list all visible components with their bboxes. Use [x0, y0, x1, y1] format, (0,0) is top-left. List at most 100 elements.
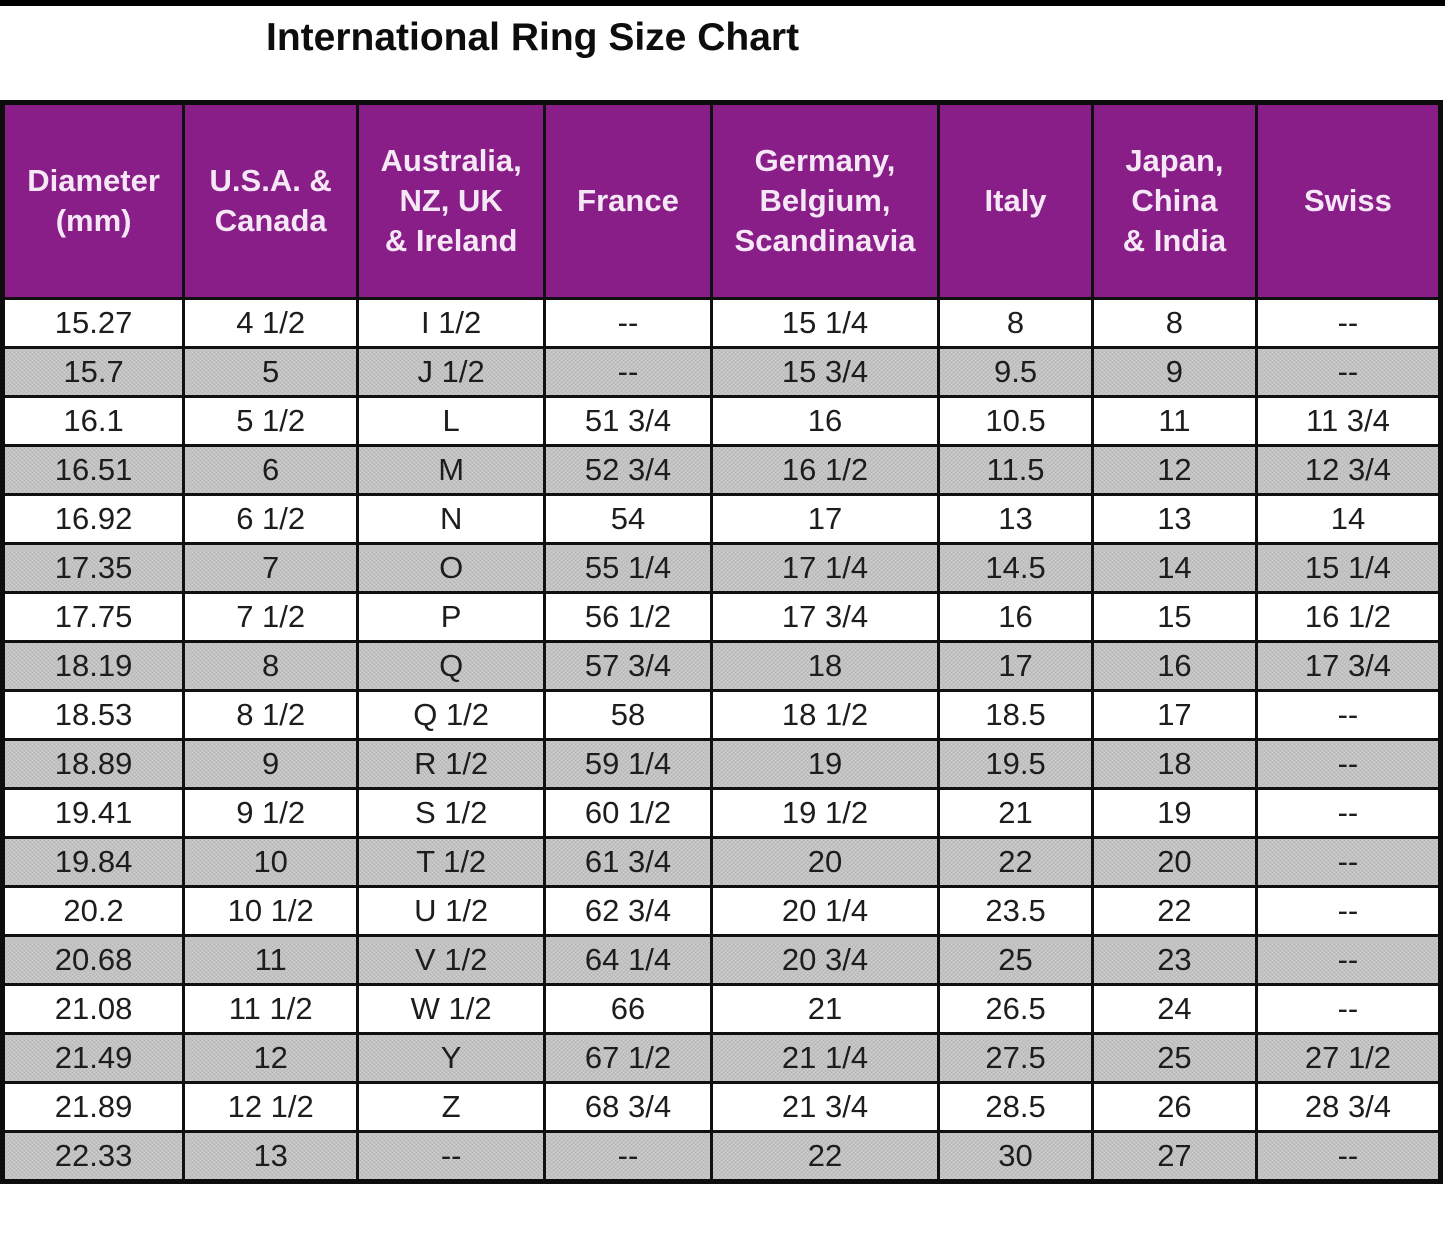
cell: 9 1/2: [182, 787, 360, 839]
cell: I 1/2: [356, 297, 547, 349]
cell: 19.84: [0, 836, 186, 888]
cell: Q 1/2: [356, 689, 547, 741]
cell: 20 1/4: [709, 885, 941, 937]
cell: 11: [182, 934, 360, 986]
cell: 18.5: [937, 689, 1094, 741]
cell: --: [1254, 836, 1443, 888]
cell: M: [356, 444, 547, 496]
cell: L: [356, 395, 547, 447]
cell: 22: [1090, 885, 1258, 937]
cell: 18: [709, 640, 941, 692]
cell: 15 3/4: [709, 346, 941, 398]
table-row: 19.41 9 1/2 S 1/2 60 1/2 19 1/2 21 19 --: [0, 787, 1443, 839]
cell: 15 1/4: [1254, 542, 1443, 594]
cell: --: [1254, 346, 1443, 398]
cell: 17 1/4: [709, 542, 941, 594]
cell: 12: [182, 1032, 360, 1084]
page: International Ring Size Chart Diameter (…: [0, 0, 1445, 1184]
cell: --: [1254, 934, 1443, 986]
cell: 10.5: [937, 395, 1094, 447]
header-row: Diameter (mm) U.S.A. & Canada Australia, N…: [0, 101, 1443, 300]
cell: 57 3/4: [543, 640, 713, 692]
cell: 18 1/2: [709, 689, 941, 741]
cell: 18.19: [0, 640, 186, 692]
cell: 25: [937, 934, 1094, 986]
cell: 8 1/2: [182, 689, 360, 741]
table-row: 19.84 10 T 1/2 61 3/4 20 22 20 --: [0, 836, 1443, 888]
cell: 6: [182, 444, 360, 496]
cell: 5 1/2: [182, 395, 360, 447]
cell: 11: [1090, 395, 1258, 447]
cell: 21 3/4: [709, 1081, 941, 1133]
table-row: 18.89 9 R 1/2 59 1/4 19 19.5 18 --: [0, 738, 1443, 790]
cell: 17 3/4: [709, 591, 941, 643]
cell: 23: [1090, 934, 1258, 986]
cell: 12 1/2: [182, 1081, 360, 1133]
cell: 16.92: [0, 493, 186, 545]
cell: 15.27: [0, 297, 186, 349]
cell: --: [1254, 885, 1443, 937]
cell: 19: [1090, 787, 1258, 839]
cell: --: [1254, 983, 1443, 1035]
cell: 12: [1090, 444, 1258, 496]
table-row: 16.51 6 M 52 3/4 16 1/2 11.5 12 12 3/4: [0, 444, 1443, 496]
cell: --: [1254, 787, 1443, 839]
column-header-5: Germany, Belgium, Scandinavia: [709, 101, 941, 300]
cell: 17.75: [0, 591, 186, 643]
cell: 4 1/2: [182, 297, 360, 349]
cell: Z: [356, 1081, 547, 1133]
table-row: 16.92 6 1/2 N 54 17 13 13 14: [0, 493, 1443, 545]
cell: 22.33: [0, 1130, 186, 1183]
cell: 20: [1090, 836, 1258, 888]
cell: U 1/2: [356, 885, 547, 937]
column-header-8: Swiss: [1254, 101, 1443, 300]
cell: P: [356, 591, 547, 643]
cell: 28 3/4: [1254, 1081, 1443, 1133]
cell: V 1/2: [356, 934, 547, 986]
cell: 23.5: [937, 885, 1094, 937]
cell: 28.5: [937, 1081, 1094, 1133]
cell: 18: [1090, 738, 1258, 790]
cell: 16.1: [0, 395, 186, 447]
cell: J 1/2: [356, 346, 547, 398]
cell: 18.89: [0, 738, 186, 790]
cell: 52 3/4: [543, 444, 713, 496]
cell: 16: [1090, 640, 1258, 692]
cell: 8: [937, 297, 1094, 349]
cell: 8: [1090, 297, 1258, 349]
table-row: 20.68 11 V 1/2 64 1/4 20 3/4 25 23 --: [0, 934, 1443, 986]
cell: 62 3/4: [543, 885, 713, 937]
cell: 20.2: [0, 885, 186, 937]
cell: 21.49: [0, 1032, 186, 1084]
cell: S 1/2: [356, 787, 547, 839]
cell: 21.89: [0, 1081, 186, 1133]
table-row: 18.53 8 1/2 Q 1/2 58 18 1/2 18.5 17 --: [0, 689, 1443, 741]
cell: 22: [937, 836, 1094, 888]
table-row: 16.1 5 1/2 L 51 3/4 16 10.5 11 11 3/4: [0, 395, 1443, 447]
cell: 19 1/2: [709, 787, 941, 839]
cell: 60 1/2: [543, 787, 713, 839]
cell: 24: [1090, 983, 1258, 1035]
table-row: 18.19 8 Q 57 3/4 18 17 16 17 3/4: [0, 640, 1443, 692]
cell: --: [356, 1130, 547, 1183]
table-row: 15.7 5 J 1/2 -- 15 3/4 9.5 9 --: [0, 346, 1443, 398]
cell: --: [1254, 297, 1443, 349]
cell: 27.5: [937, 1032, 1094, 1084]
cell: 7: [182, 542, 360, 594]
cell: 17: [1090, 689, 1258, 741]
column-header-6: Italy: [937, 101, 1094, 300]
cell: 12 3/4: [1254, 444, 1443, 496]
cell: 27: [1090, 1130, 1258, 1183]
table-row: 21.89 12 1/2 Z 68 3/4 21 3/4 28.5 26 28 3/4: [0, 1081, 1443, 1133]
table-row: 17.35 7 O 55 1/4 17 1/4 14.5 14 15 1/4: [0, 542, 1443, 594]
cell: 14.5: [937, 542, 1094, 594]
cell: O: [356, 542, 547, 594]
table-row: 15.27 4 1/2 I 1/2 -- 15 1/4 8 8 --: [0, 297, 1443, 349]
cell: 9: [182, 738, 360, 790]
cell: 67 1/2: [543, 1032, 713, 1084]
cell: 9.5: [937, 346, 1094, 398]
cell: 11 3/4: [1254, 395, 1443, 447]
cell: 27 1/2: [1254, 1032, 1443, 1084]
cell: 64 1/4: [543, 934, 713, 986]
cell: 25: [1090, 1032, 1258, 1084]
